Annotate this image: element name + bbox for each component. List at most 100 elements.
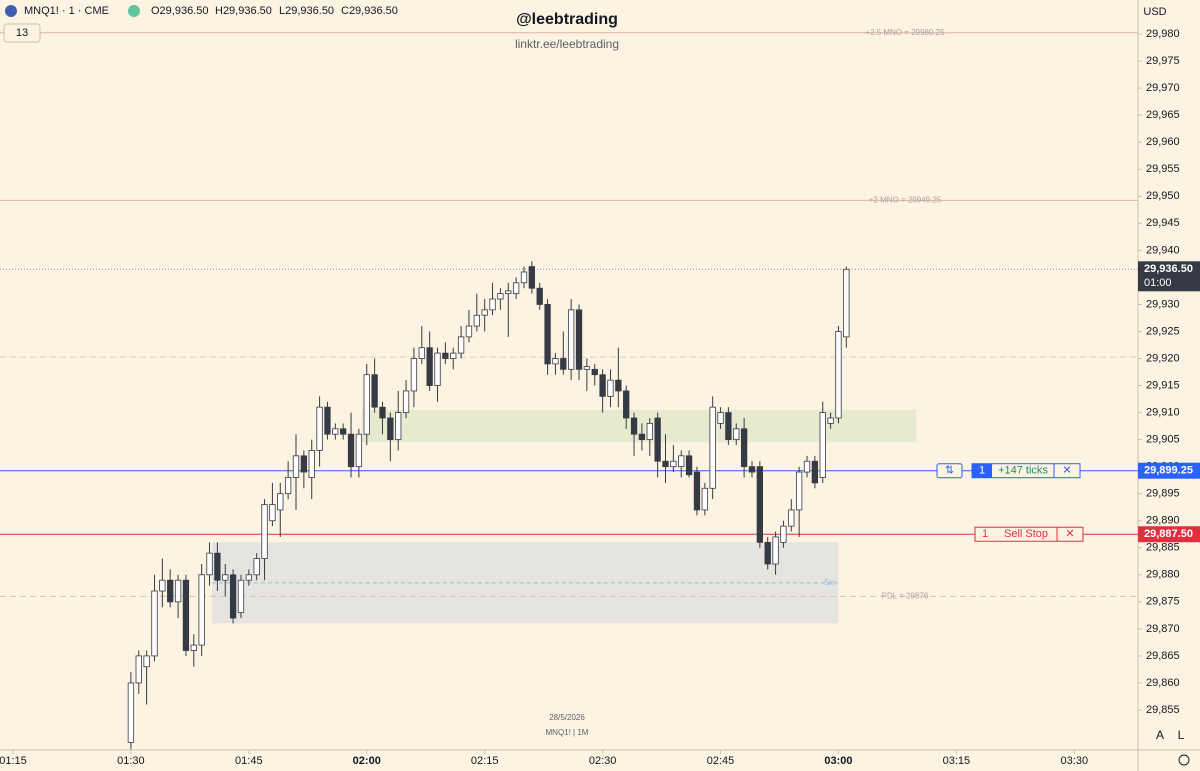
level-label: PDL = 29876: [882, 592, 929, 601]
candle-body: [363, 374, 370, 435]
candle-body: [599, 374, 606, 397]
candle-body: [135, 655, 142, 684]
candle-body: [473, 314, 480, 327]
candle-body: [654, 417, 661, 462]
y-tick-label: 29,895: [1146, 488, 1180, 500]
candle-body: [418, 347, 425, 359]
candle-body: [819, 412, 826, 478]
ohlc-open: O29,936.50: [151, 5, 209, 17]
ohlc-close: C29,936.50: [341, 5, 398, 17]
y-tick-label: 29,970: [1146, 82, 1180, 94]
candle-body: [788, 509, 795, 527]
candle-body: [355, 433, 363, 468]
candle-body: [190, 644, 197, 651]
plot: +2.5 MNO = 29980.25 +2 MNO = 29949.25 PDL …: [0, 28, 1138, 750]
last-price-label: 29,936.50: [1144, 263, 1193, 275]
candle-body: [615, 379, 622, 392]
candle-body: [395, 412, 402, 441]
cancel-order[interactable]: ✕: [1065, 528, 1074, 540]
candle-body: [796, 471, 803, 511]
candle-body: [630, 417, 638, 435]
candle-body: [520, 271, 528, 284]
last-price-tag: [1138, 261, 1200, 292]
candle-body: [575, 309, 583, 370]
candle-body: [127, 682, 135, 743]
level-label: +2.5 MNO = 29980.25: [865, 28, 945, 37]
watermark-date: 28/5/2026: [549, 713, 585, 722]
order-price-label: 29,899.25: [1144, 465, 1193, 477]
candle-body: [607, 379, 614, 397]
candle-body: [174, 579, 182, 603]
watermark-symbol: MNQ1! | 1M: [546, 728, 589, 737]
candle-body: [772, 536, 779, 565]
candle-body: [835, 331, 842, 419]
y-tick-label: 29,905: [1146, 434, 1180, 446]
order-qty[interactable]: 1: [979, 465, 985, 477]
order-text[interactable]: Sell Stop: [1004, 528, 1048, 540]
order-qty[interactable]: 1: [982, 528, 988, 540]
candle-body: [269, 504, 276, 522]
candle-body: [733, 428, 740, 441]
candle-body: [740, 428, 748, 468]
candle-body: [347, 433, 355, 468]
candle-body: [182, 579, 190, 651]
candle-body: [308, 450, 315, 478]
watermark-link: linktr.ee/leebtrading: [515, 37, 619, 51]
status-icon: [128, 5, 140, 17]
candle-body: [214, 552, 221, 581]
candle-body: [237, 579, 245, 614]
candle-body: [505, 290, 512, 295]
y-tick-label: 29,945: [1146, 217, 1180, 229]
currency-button[interactable]: [1141, 2, 1181, 22]
y-tick-label: 29,920: [1146, 352, 1180, 364]
y-tick-label: 29,980: [1146, 28, 1180, 40]
candle-body: [481, 309, 488, 316]
reverse-icon[interactable]: ⇅: [945, 465, 954, 477]
candle-body: [402, 390, 410, 413]
x-tick-label: 03:00: [824, 755, 852, 767]
y-tick-label: 29,965: [1146, 109, 1180, 121]
order-text[interactable]: +147 ticks: [998, 465, 1048, 477]
candle-body: [685, 455, 693, 476]
candle-body: [709, 406, 716, 489]
price-axis-bg: [1138, 0, 1200, 771]
indicator-toggle[interactable]: [3, 23, 41, 43]
candle-body: [426, 347, 433, 386]
candle-body: [678, 455, 685, 468]
candle-body: [544, 304, 551, 365]
auto-scale[interactable]: A: [1156, 728, 1164, 742]
candle-body: [693, 471, 701, 511]
x-tick-label: 01:30: [117, 755, 145, 767]
log-scale[interactable]: L: [1178, 728, 1185, 742]
candle-body: [450, 352, 457, 359]
y-tick-label: 29,955: [1146, 163, 1180, 175]
x-tick-label: 01:15: [0, 755, 27, 767]
candle-body: [560, 358, 567, 370]
order-box[interactable]: [974, 526, 1084, 542]
symbol: MNQ1! · 1 · CME: [24, 5, 109, 17]
countdown-label: 01:00: [1144, 277, 1172, 289]
candle-body: [277, 493, 284, 511]
candle-body: [324, 406, 331, 435]
y-tick-label: 29,870: [1146, 623, 1180, 635]
candle-body: [300, 455, 308, 473]
candle-body: [780, 525, 787, 543]
candle-body: [646, 422, 653, 441]
y-tick-label: 29,925: [1146, 325, 1180, 337]
zone: [211, 542, 839, 624]
x-tick-label: 02:30: [589, 755, 617, 767]
x-tick-label: 02:00: [353, 755, 381, 767]
cancel-order[interactable]: ✕: [1062, 465, 1071, 477]
reverse-button[interactable]: [936, 463, 963, 479]
settings-icon[interactable]: [1178, 754, 1190, 766]
y-tick-label: 29,890: [1146, 515, 1180, 527]
candle-body: [340, 428, 347, 435]
candle-body: [245, 574, 252, 581]
candle-body: [764, 541, 771, 565]
candle-body: [489, 298, 496, 311]
y-tick-label: 29,880: [1146, 569, 1180, 581]
candle-body: [568, 309, 575, 370]
indicator-count[interactable]: 13: [16, 27, 28, 39]
currency[interactable]: USD: [1143, 6, 1166, 18]
